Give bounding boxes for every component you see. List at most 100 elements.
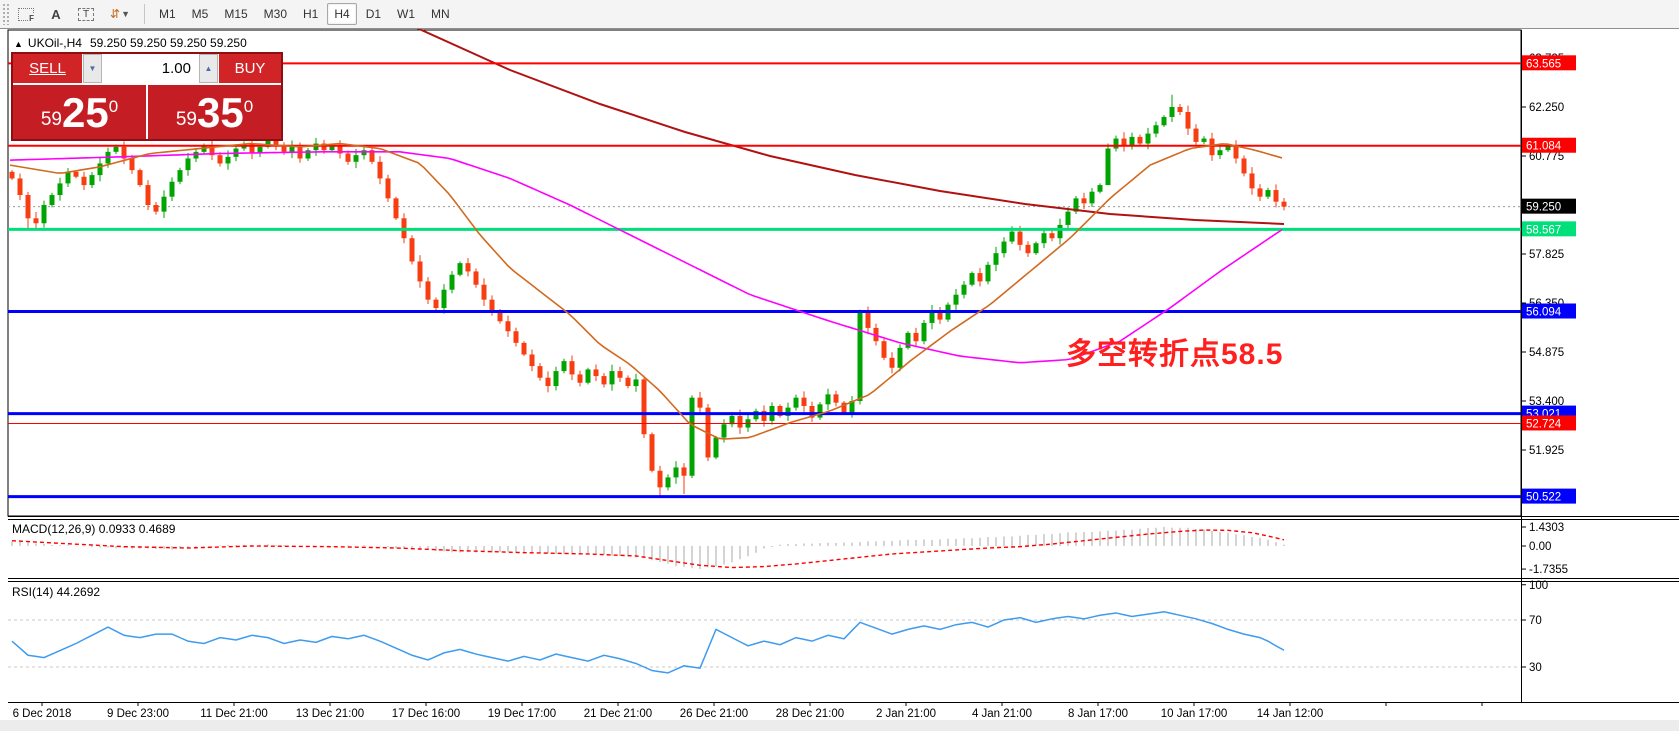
candle-down: [433, 299, 439, 308]
candle-down: [481, 284, 487, 300]
candle-up: [689, 397, 695, 476]
candle-down: [593, 369, 599, 377]
candle-down: [521, 342, 527, 355]
svg-text:0.00: 0.00: [1529, 541, 1551, 553]
candle-down: [81, 176, 87, 186]
trade-panel-price-row: 59 25 0 59 35 0: [13, 83, 281, 139]
candle-down: [801, 397, 807, 406]
candle-up: [57, 183, 63, 196]
ohlc-values: 59.250 59.250 59.250 59.250: [89, 36, 247, 50]
candle-down: [17, 178, 23, 196]
candle-down: [937, 311, 943, 320]
svg-text:9 Dec 23:00: 9 Dec 23:00: [107, 708, 169, 720]
buy-price-tile[interactable]: 59 35 0: [146, 85, 281, 139]
candle-down: [697, 397, 703, 408]
candle-up: [793, 397, 799, 408]
candle-up: [193, 151, 199, 159]
svg-text:52.724: 52.724: [1526, 418, 1562, 430]
candle-up: [257, 146, 263, 154]
annotation-text: 多空转折点58.5: [1066, 338, 1282, 371]
svg-text:62.250: 62.250: [1529, 102, 1564, 114]
candle-up: [633, 379, 639, 387]
rsi-line: [11, 611, 1285, 674]
timeframe-button-h4[interactable]: H4: [327, 3, 357, 25]
volume-decrease-button[interactable]: ▼: [83, 54, 102, 83]
collapse-arrow-icon[interactable]: ▲: [14, 39, 23, 49]
buy-price-small: 59: [175, 109, 197, 130]
candle-up: [753, 410, 759, 420]
candle-up: [1001, 241, 1007, 254]
svg-text:61.084: 61.084: [1526, 141, 1562, 153]
candle-down: [425, 281, 431, 300]
template-button[interactable]: F: [11, 3, 41, 25]
candle-up: [729, 415, 735, 425]
candle-down: [1249, 173, 1255, 189]
candle-down: [601, 376, 607, 385]
macd-pane: MACD(12,26,9) 0.0933 0.4689 1.4303 0.00 -1.…: [11, 522, 1568, 576]
candle-up: [1097, 185, 1103, 192]
candle-up: [961, 284, 967, 295]
text-label-button[interactable]: T: [71, 3, 101, 25]
timeframe-button-h1[interactable]: H1: [303, 7, 319, 21]
svg-text:100: 100: [1529, 580, 1548, 592]
timeframe-button-m5[interactable]: M5: [191, 7, 209, 21]
candle-down: [129, 158, 135, 171]
candle-down: [577, 374, 583, 383]
volume-increase-button[interactable]: ▲: [199, 54, 218, 83]
timeframe-button-m15[interactable]: M15: [224, 7, 248, 21]
svg-text:30: 30: [1529, 662, 1542, 674]
sell-price-big: 25: [61, 89, 109, 136]
candle-up: [929, 311, 935, 323]
sell-price-tile[interactable]: 59 25 0: [13, 85, 146, 139]
candle-down: [529, 354, 535, 367]
candle-up: [609, 371, 615, 385]
arrow-tools-button[interactable]: ⇵ ▼: [103, 3, 137, 25]
candle-up: [665, 477, 671, 488]
candle-down: [537, 366, 543, 378]
buy-button[interactable]: BUY: [218, 54, 281, 83]
chevron-down-icon: ▼: [121, 9, 130, 19]
chart-canvas[interactable]: 63.72562.25060.77557.82556.35054.87553.4…: [0, 29, 1679, 731]
volume-input[interactable]: 1.00: [102, 54, 199, 83]
candle-down: [9, 171, 15, 179]
candle-up: [1065, 211, 1071, 225]
candle-up: [49, 195, 55, 205]
candle-up: [89, 175, 95, 186]
candle-up: [897, 347, 903, 368]
candle-down: [913, 332, 919, 342]
candle-up: [1129, 136, 1135, 146]
timeframe-button-mn[interactable]: MN: [431, 7, 450, 21]
candle-down: [649, 434, 655, 471]
candle-down: [1121, 138, 1127, 146]
candle-up: [905, 332, 911, 348]
candle-down: [865, 312, 871, 328]
candle-up: [857, 312, 863, 401]
candle-up: [1145, 133, 1151, 144]
svg-text:26 Dec 21:00: 26 Dec 21:00: [680, 708, 748, 720]
candlesticks: [9, 94, 1287, 497]
candle-up: [1161, 116, 1167, 126]
timeframe-button-m30[interactable]: M30: [263, 7, 288, 21]
candle-up: [585, 369, 591, 383]
candle-up: [113, 146, 119, 152]
timeframe-button-w1[interactable]: W1: [397, 7, 416, 21]
candle-down: [337, 145, 343, 154]
text-tool-button[interactable]: A: [43, 3, 69, 25]
candle-up: [225, 156, 231, 164]
svg-text:58.567: 58.567: [1526, 224, 1561, 236]
timeframe-button-m1[interactable]: M1: [158, 7, 176, 21]
arrow-tools-icon: ⇵: [110, 7, 120, 21]
candle-up: [1225, 145, 1231, 151]
candle-down: [393, 198, 399, 219]
candle-down: [321, 143, 327, 151]
timeframe-button-d1[interactable]: D1: [365, 7, 382, 21]
candle-down: [1049, 233, 1055, 239]
trade-panel-top-row: SELL ▼ 1.00 ▲ BUY: [13, 54, 281, 83]
candle-up: [353, 155, 359, 162]
candle-down: [137, 170, 143, 186]
template-grid-icon: F: [18, 7, 34, 23]
candle-down: [1137, 136, 1143, 144]
sell-button[interactable]: SELL: [13, 54, 83, 83]
toolbar-grip[interactable]: [2, 3, 10, 25]
candle-up: [785, 407, 791, 416]
